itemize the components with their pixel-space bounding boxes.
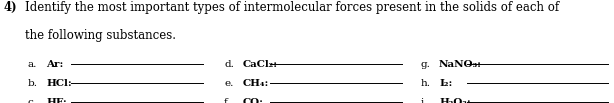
Text: Identify the most important types of intermolecular forces present in the solids: Identify the most important types of int…: [25, 1, 559, 14]
Text: CH₄:: CH₄:: [243, 79, 269, 88]
Text: i.: i.: [421, 98, 427, 103]
Text: the following substances.: the following substances.: [25, 29, 176, 42]
Text: f.: f.: [224, 98, 231, 103]
Text: 4): 4): [3, 1, 17, 14]
Text: Ar:: Ar:: [46, 60, 63, 69]
Text: CaCl₂:: CaCl₂:: [243, 60, 278, 69]
Text: H₂O₂:: H₂O₂:: [439, 98, 471, 103]
Text: CO:: CO:: [243, 98, 263, 103]
Text: c.: c.: [28, 98, 37, 103]
Text: I₂:: I₂:: [439, 79, 453, 88]
Text: NaNO₃:: NaNO₃:: [439, 60, 482, 69]
Text: HF:: HF:: [46, 98, 67, 103]
Text: e.: e.: [224, 79, 233, 88]
Text: b.: b.: [28, 79, 37, 88]
Text: a.: a.: [28, 60, 37, 69]
Text: h.: h.: [421, 79, 430, 88]
Text: d.: d.: [224, 60, 234, 69]
Text: g.: g.: [421, 60, 430, 69]
Text: HCl:: HCl:: [46, 79, 72, 88]
